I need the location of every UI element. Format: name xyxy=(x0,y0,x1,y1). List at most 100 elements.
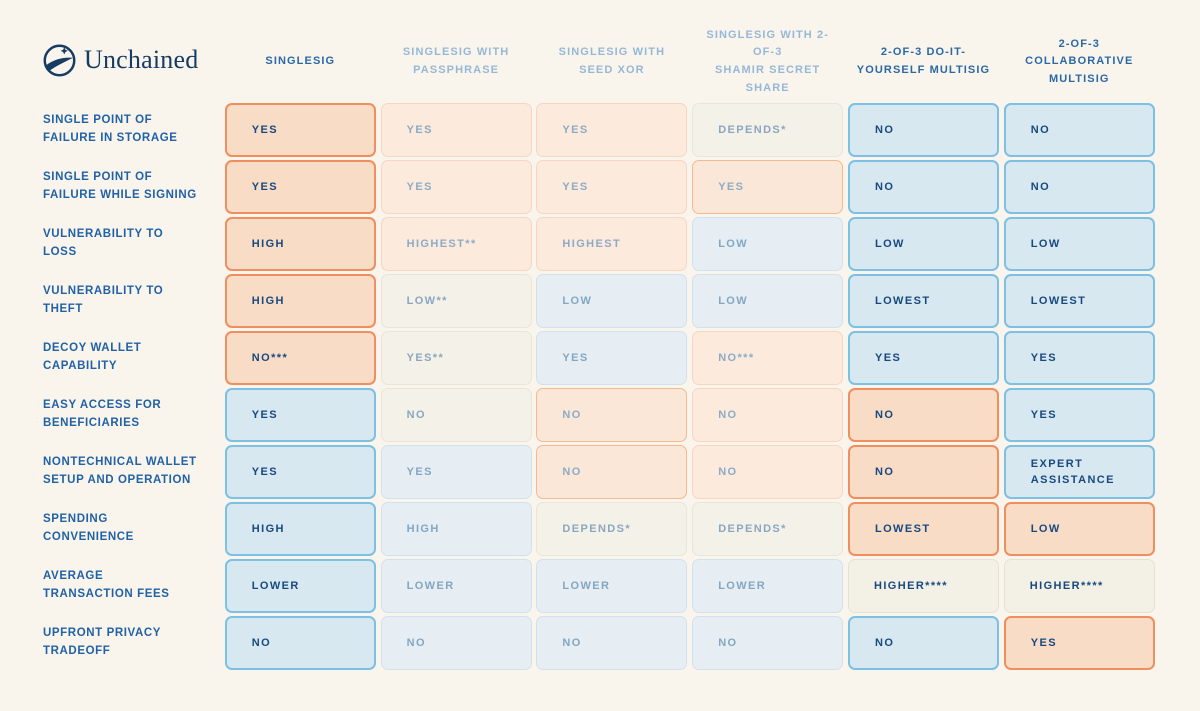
cell-value: NO xyxy=(562,636,582,649)
unchained-logo-icon xyxy=(43,44,76,77)
row-label-privacy-tradeoff: UPFRONT PRIVACY TRADEOFF xyxy=(43,627,162,657)
cell-transaction-fees-diy-multisig: HIGHER**** xyxy=(847,559,999,613)
cell-value: LOWEST xyxy=(874,294,931,307)
cell-spof-signing-collaborative-multisig: NO xyxy=(1003,160,1155,214)
cell-value: LOW xyxy=(562,294,593,307)
cell-decoy-wallet-singlesig-seed-xor: YES xyxy=(536,331,688,385)
cell-vulnerability-loss-collaborative-multisig: LOW xyxy=(1003,217,1155,271)
cell-value: YES xyxy=(251,408,279,421)
cell-value: LOW xyxy=(874,237,905,250)
column-header-label: 2-OF-3 DO-IT- YOURSELF MULTISIG xyxy=(856,46,991,76)
cell-value: YES xyxy=(562,180,589,193)
cell-vulnerability-theft-diy-multisig: LOWEST xyxy=(847,274,999,328)
cell-value: YES xyxy=(406,180,433,193)
cell-decoy-wallet-singlesig-passphrase: YES** xyxy=(380,331,532,385)
cell-privacy-tradeoff-singlesig: NO xyxy=(224,616,376,670)
cell-spending-convenience-collaborative-multisig: LOW xyxy=(1003,502,1155,556)
cell-spof-signing-diy-multisig: NO xyxy=(847,160,999,214)
cell-value: NO xyxy=(406,636,426,649)
cell-spof-storage-singlesig-seed-xor: YES xyxy=(536,103,688,157)
cell-spof-storage-singlesig-passphrase: YES xyxy=(380,103,532,157)
cell-privacy-tradeoff-singlesig-passphrase: NO xyxy=(380,616,532,670)
cell-spending-convenience-diy-multisig: LOWEST xyxy=(847,502,999,556)
cell-vulnerability-loss-diy-multisig: LOW xyxy=(847,217,999,271)
column-header-singlesig-passphrase: SINGLESIG WITH PASSPHRASE xyxy=(381,27,532,97)
cell-vulnerability-loss-singlesig-passphrase: HIGHEST** xyxy=(380,217,532,271)
cell-value: EXPERT ASSISTANCE xyxy=(1030,457,1115,487)
cell-value: YES xyxy=(251,123,279,136)
cell-beneficiary-access-singlesig-shamir: NO xyxy=(692,388,844,442)
brand-wordmark: Unchained xyxy=(84,45,199,74)
cell-value: YES xyxy=(1030,351,1057,364)
cell-spof-signing-singlesig: YES xyxy=(224,160,376,214)
cell-value: LOW xyxy=(718,294,749,307)
cell-value: NO*** xyxy=(251,351,289,364)
cell-value: NO xyxy=(1030,123,1051,136)
cell-value: NO xyxy=(562,465,582,478)
cell-value: YES xyxy=(562,123,589,136)
cell-value: NO xyxy=(874,636,895,649)
cell-privacy-tradeoff-singlesig-shamir: NO xyxy=(692,616,844,670)
cell-value: LOWEST xyxy=(874,522,931,535)
cell-beneficiary-access-singlesig: YES xyxy=(224,388,376,442)
cell-beneficiary-access-collaborative-multisig: YES xyxy=(1003,388,1155,442)
cell-value: YES xyxy=(1030,636,1057,649)
cell-vulnerability-loss-singlesig: HIGH xyxy=(224,217,376,271)
row-label-vulnerability-theft: VULNERABILITY TO THEFT xyxy=(43,285,164,315)
cell-vulnerability-theft-singlesig-shamir: LOW xyxy=(692,274,844,328)
cell-spending-convenience-singlesig-seed-xor: DEPENDS* xyxy=(536,502,688,556)
cell-vulnerability-theft-singlesig-seed-xor: LOW xyxy=(536,274,688,328)
cell-transaction-fees-singlesig-seed-xor: LOWER xyxy=(536,559,688,613)
cell-value: NO xyxy=(562,408,582,421)
cell-value: NO xyxy=(874,465,895,478)
column-header-label: SINGLESIG WITH PASSPHRASE xyxy=(402,46,510,76)
cell-vulnerability-theft-singlesig: HIGH xyxy=(224,274,376,328)
column-header-collaborative-multisig: 2-OF-3 COLLABORATIVE MULTISIG xyxy=(1004,27,1155,97)
cell-value: HIGHER**** xyxy=(873,579,948,592)
cell-spending-convenience-singlesig-passphrase: HIGH xyxy=(380,502,532,556)
column-header-label: SINGLESIG WITH 2-OF-3 SHAMIR SECRET SHAR… xyxy=(706,28,829,94)
cell-value: LOWER xyxy=(251,579,300,592)
cell-value: LOWEST xyxy=(1030,294,1087,307)
cell-value: NO xyxy=(1030,180,1051,193)
cell-vulnerability-theft-collaborative-multisig: LOWEST xyxy=(1003,274,1155,328)
cell-nontechnical-setup-singlesig-seed-xor: NO xyxy=(536,445,688,499)
cell-transaction-fees-collaborative-multisig: HIGHER**** xyxy=(1003,559,1155,613)
cell-beneficiary-access-diy-multisig: NO xyxy=(847,388,999,442)
cell-value: NO xyxy=(406,408,426,421)
cell-value: DEPENDS* xyxy=(562,522,632,535)
row-label-vulnerability-loss: VULNERABILITY TO LOSS xyxy=(43,228,164,258)
column-header-diy-multisig: 2-OF-3 DO-IT- YOURSELF MULTISIG xyxy=(848,27,999,97)
unchained-logo: Unchained xyxy=(40,25,220,95)
cell-vulnerability-loss-singlesig-shamir: LOW xyxy=(692,217,844,271)
comparison-grid: Unchained SINGLESIG SINGLESIG WITH PASSPH… xyxy=(40,27,1155,670)
cell-value: LOW xyxy=(718,237,749,250)
row-label-spof-storage: SINGLE POINT OF FAILURE IN STORAGE xyxy=(43,114,178,144)
cell-value: YES xyxy=(251,180,279,193)
cell-value: LOW xyxy=(1030,522,1061,535)
cell-vulnerability-loss-singlesig-seed-xor: HIGHEST xyxy=(536,217,688,271)
cell-nontechnical-setup-collaborative-multisig: EXPERT ASSISTANCE xyxy=(1003,445,1155,499)
cell-beneficiary-access-singlesig-seed-xor: NO xyxy=(536,388,688,442)
row-label-beneficiary-access: EASY ACCESS FOR BENEFICIARIES xyxy=(43,399,162,429)
cell-decoy-wallet-collaborative-multisig: YES xyxy=(1003,331,1155,385)
cell-value: YES xyxy=(718,180,745,193)
cell-nontechnical-setup-singlesig-passphrase: YES xyxy=(380,445,532,499)
cell-value: LOW** xyxy=(406,294,448,307)
cell-spending-convenience-singlesig-shamir: DEPENDS* xyxy=(692,502,844,556)
column-header-singlesig-shamir: SINGLESIG WITH 2-OF-3 SHAMIR SECRET SHAR… xyxy=(692,27,843,97)
cell-nontechnical-setup-singlesig: YES xyxy=(224,445,376,499)
cell-value: NO*** xyxy=(718,351,755,364)
cell-value: HIGH xyxy=(251,237,285,250)
cell-privacy-tradeoff-diy-multisig: NO xyxy=(847,616,999,670)
cell-value: DEPENDS* xyxy=(718,123,787,136)
column-header-label: SINGLESIG WITH SEED XOR xyxy=(558,46,666,76)
cell-nontechnical-setup-singlesig-shamir: NO xyxy=(692,445,844,499)
cell-value: LOWER xyxy=(718,579,767,592)
cell-value: YES xyxy=(251,465,279,478)
cell-spof-signing-singlesig-seed-xor: YES xyxy=(536,160,688,214)
cell-spof-signing-singlesig-passphrase: YES xyxy=(380,160,532,214)
cell-value: NO xyxy=(718,636,738,649)
row-label-decoy-wallet: DECOY WALLET CAPABILITY xyxy=(43,342,142,372)
cell-value: HIGH xyxy=(251,522,285,535)
